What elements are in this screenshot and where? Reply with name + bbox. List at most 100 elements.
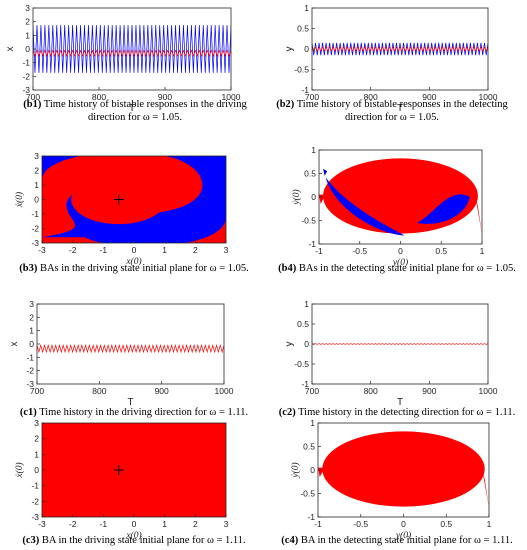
y-tick-label: 1 (304, 299, 309, 309)
y-axis-label: ẋ(0) (14, 462, 25, 478)
x-tick-label: 1000 (215, 386, 234, 396)
y-tick-label: -0.5 (300, 489, 315, 499)
y-axis-label: ẏ(0) (290, 462, 301, 478)
y-tick-label: -3 (31, 512, 39, 522)
y-tick-label: 0 (25, 44, 30, 54)
basin-blue-corner (204, 156, 226, 196)
y-tick-label: 1 (34, 449, 39, 459)
x-tick-label: -0.5 (352, 246, 367, 256)
caption-b2: (b2) Time history of bistable responses … (276, 99, 508, 123)
x-tick-label: -0.5 (353, 519, 368, 529)
x-tick-label: 900 (158, 92, 172, 102)
x-tick-label: 1 (162, 519, 167, 529)
attractor-marker (113, 194, 124, 205)
x-tick-label: 900 (422, 92, 436, 102)
y-tick-label: 0 (304, 339, 309, 349)
y-tick-label: -2 (22, 71, 30, 81)
y-tick-label: -3 (31, 238, 39, 248)
x-tick-label: 0.5 (435, 246, 447, 256)
y-tick-label: 3 (34, 151, 39, 161)
x-tick-label: 700 (30, 386, 44, 396)
caption-b3: (b3) BAs in the driving state initial pl… (19, 263, 249, 274)
chart-c3: -3 -2 -1 0 1 2 3 3 2 1 0 -1 -2 -3 x(0) ẋ(0) (14, 418, 229, 541)
chart-b3: -3 -2 -1 0 1 2 3 3 2 1 0 -1 -2 -3 x(0) ẋ(0) (14, 151, 229, 267)
x-tick-label: 0.5 (440, 519, 452, 529)
x-tick-label: -3 (38, 245, 46, 255)
x-tick-label: 800 (92, 92, 106, 102)
chart-c2: 700 800 900 1000 1 0.5 0 -0.5 -1 Ty (284, 299, 498, 408)
plot-area-c1 (37, 304, 224, 384)
x-axis-label: y(0) (392, 257, 408, 268)
y-tick-label: 1 (29, 326, 34, 336)
basin-red (322, 431, 485, 507)
x-tick-label: -3 (38, 519, 46, 529)
y-tick-label: 0 (311, 192, 316, 202)
plot-area-c2 (312, 304, 488, 384)
series-line-red (33, 49, 231, 57)
y-tick-label: 0.5 (304, 169, 316, 179)
basin-red-tip-right (475, 197, 482, 235)
y-tick-label: 0 (304, 44, 309, 54)
x-tick-label: 0 (132, 245, 137, 255)
x-axis-label: T (129, 103, 135, 114)
x-tick-label: 1000 (222, 92, 241, 102)
caption-c2: (c2) Time history in the detecting direc… (278, 407, 516, 418)
attractor-marker (113, 465, 124, 475)
y-tick-label: 2 (34, 166, 39, 176)
chart-b4: -1 -0.5 0 0.5 1 1 0.5 0 -0.5 -1 y(0) ẏ(0) (291, 145, 485, 268)
x-tick-label: 3 (224, 245, 229, 255)
x-tick-label: 1000 (479, 92, 498, 102)
series-line-red (37, 344, 224, 354)
y-tick-label: 1 (304, 3, 309, 13)
y-tick-label: -0.5 (301, 216, 316, 226)
x-tick-label: 1000 (479, 386, 498, 396)
x-tick-label: 1 (480, 246, 485, 256)
x-tick-label: 800 (92, 386, 106, 396)
y-tick-label: 3 (29, 299, 34, 309)
x-tick-label: 0 (398, 246, 403, 256)
x-tick-label: 0 (401, 519, 406, 529)
x-tick-label: 900 (155, 386, 169, 396)
y-tick-label: -1 (26, 352, 34, 362)
x-axis-label: x(0) (125, 256, 141, 267)
y-axis-label: y (284, 342, 295, 347)
chart-c1: 700 800 900 1000 3 2 1 0 -1 -2 -3 Tx (9, 299, 234, 408)
y-axis-label: x (5, 47, 16, 52)
series-line-red (312, 46, 488, 52)
y-tick-label: 2 (25, 17, 30, 27)
caption-b4: (b4) BAs in the detecting state initial … (278, 263, 516, 274)
x-tick-label: 700 (305, 386, 319, 396)
caption-c4: (c4) BA in the detecting state initial p… (281, 535, 513, 546)
x-tick-label: -1 (100, 519, 108, 529)
x-tick-label: -1 (100, 245, 108, 255)
x-tick-label: -1 (315, 246, 323, 256)
x-axis-label: T (127, 397, 133, 408)
x-axis-label: x(0) (125, 530, 141, 541)
y-tick-label: -2 (26, 366, 34, 376)
x-axis-label: T (397, 397, 403, 408)
y-tick-label: 1 (311, 145, 316, 155)
y-tick-label: 0.5 (303, 442, 315, 452)
x-tick-label: 1 (487, 519, 492, 529)
chart-b2: 700 800 900 1000 1 0.5 0 -0.5 -1 Ty (284, 3, 498, 114)
y-axis-label: y (284, 47, 295, 52)
plot-background (33, 8, 231, 90)
x-tick-label: -1 (314, 519, 322, 529)
x-tick-label: 2 (193, 519, 198, 529)
y-tick-label: -2 (31, 224, 39, 234)
y-tick-label: 0 (34, 195, 39, 205)
y-tick-label: -1 (31, 481, 39, 491)
caption-c3: (c3) BA in the driving state initial pla… (22, 535, 246, 546)
plot-background (312, 8, 488, 90)
basin-red-tip-right (482, 470, 489, 508)
x-tick-label: 700 (305, 92, 319, 102)
x-tick-label: 1 (162, 245, 167, 255)
y-tick-label: 3 (34, 418, 39, 428)
plot-area-b1 (33, 8, 231, 90)
x-tick-label: 900 (422, 386, 436, 396)
y-tick-label: 1 (310, 418, 315, 428)
chart-b1: 700 800 900 1000 3 2 1 0 -1 -2 -3 Tx (5, 3, 241, 114)
y-tick-label: 0.5 (297, 319, 309, 329)
x-tick-label: -2 (69, 245, 77, 255)
